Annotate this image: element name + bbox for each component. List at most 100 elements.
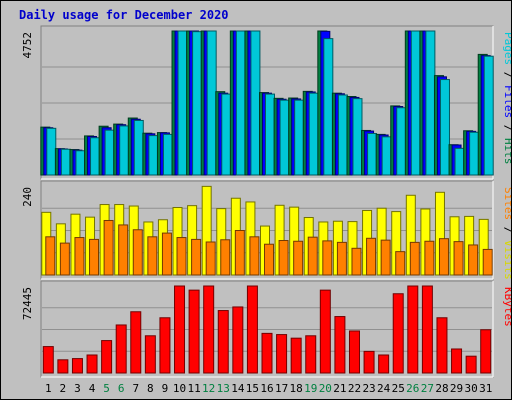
x-tick-label: 13 — [217, 382, 230, 395]
bar-sites-day-29 — [453, 241, 464, 276]
bar-kbytes-day-27 — [421, 285, 433, 374]
bar-sites-day-5 — [103, 219, 114, 276]
bar-sites-day-25 — [395, 251, 406, 276]
x-tick-label: 20 — [319, 382, 332, 395]
bar-kbytes-day-7 — [130, 311, 142, 374]
x-tick-label: 7 — [132, 382, 139, 395]
bar-kbytes-day-16 — [261, 332, 273, 374]
bar-sites-day-18 — [293, 240, 304, 276]
bar-kbytes-day-24 — [378, 354, 390, 374]
bar-pages-day-18 — [294, 99, 305, 176]
bar-kbytes-day-9 — [159, 317, 171, 374]
bar-kbytes-day-14 — [232, 306, 244, 374]
bar-kbytes-day-13 — [217, 310, 229, 374]
bar-sites-day-17 — [278, 240, 289, 276]
panel-kbytes: 72445 KBytes — [21, 280, 512, 378]
bar-kbytes-day-31 — [480, 329, 492, 374]
bar-kbytes-day-21 — [334, 316, 346, 374]
x-tick-label: 19 — [304, 382, 317, 395]
series-label-part: Hits — [502, 138, 511, 165]
x-tick-label: 14 — [231, 382, 245, 395]
x-tick-label: 8 — [147, 382, 154, 395]
bar-sites-day-24 — [380, 239, 391, 276]
bar-pages-day-1 — [46, 127, 57, 176]
bar-kbytes-day-22 — [348, 330, 360, 374]
bar-sites-day-2 — [59, 242, 70, 276]
bar-pages-day-7 — [133, 119, 144, 176]
bar-pages-day-30 — [469, 131, 480, 176]
bar-kbytes-day-26 — [407, 285, 419, 374]
bar-sites-day-11 — [191, 238, 202, 276]
bar-pages-day-26 — [410, 30, 421, 176]
bar-pages-day-12 — [206, 30, 217, 176]
x-tick-label: 5 — [103, 382, 110, 395]
bar-pages-day-24 — [381, 136, 392, 176]
bar-sites-day-10 — [176, 237, 187, 276]
bar-kbytes-day-20 — [319, 289, 331, 374]
bar-kbytes-day-25 — [392, 293, 404, 374]
bar-pages-day-15 — [250, 30, 261, 176]
bar-kbytes-day-12 — [203, 285, 215, 374]
bar-kbytes-day-6 — [115, 324, 127, 374]
bar-sites-day-31 — [482, 248, 493, 276]
bar-pages-day-28 — [439, 79, 450, 176]
bar-sites-day-4 — [89, 238, 100, 276]
series-label: KBytes — [502, 287, 511, 327]
x-tick-label: 1 — [45, 382, 52, 395]
series-label-part: Sites — [502, 187, 511, 220]
bar-pages-day-4 — [90, 137, 101, 176]
bar-kbytes-day-8 — [144, 335, 156, 374]
bar-pages-day-9 — [162, 133, 173, 176]
bar-pages-day-2 — [60, 148, 71, 176]
bar-sites-day-26 — [409, 241, 420, 276]
bar-kbytes-day-17 — [276, 334, 288, 374]
series-label-part: / — [502, 65, 511, 85]
x-tick-label: 17 — [275, 382, 288, 395]
bar-pages-day-16 — [265, 93, 275, 176]
x-tick-label: 11 — [187, 382, 200, 395]
x-tick-label: 4 — [89, 382, 96, 395]
x-tick-label: 6 — [118, 382, 125, 395]
series-label-part: / — [502, 220, 511, 240]
bar-sites-day-6 — [118, 224, 129, 276]
series-label-part: / — [502, 118, 511, 138]
bar-sites-day-27 — [424, 240, 435, 276]
x-tick-label: 2 — [60, 382, 67, 395]
bar-pages-day-14 — [235, 30, 246, 176]
x-tick-label: 23 — [362, 382, 375, 395]
bar-sites-day-12 — [205, 241, 216, 276]
x-tick-label: 27 — [421, 382, 434, 395]
bar-pages-day-8 — [148, 135, 159, 176]
chart-title: Daily usage for December 2020 — [19, 8, 229, 22]
series-label-part: Files — [502, 85, 511, 118]
max-value-label: 240 — [21, 187, 34, 207]
bar-sites-day-1 — [45, 236, 56, 276]
x-tick-label: 22 — [348, 382, 361, 395]
max-value-label: 4752 — [21, 32, 34, 59]
x-tick-label: 9 — [162, 382, 169, 395]
bar-kbytes-day-28 — [436, 317, 448, 374]
bar-pages-day-29 — [454, 147, 465, 176]
bar-sites-day-9 — [161, 232, 172, 276]
series-label-part: Pages — [502, 32, 511, 65]
bar-sites-day-20 — [322, 240, 333, 276]
x-tick-label: 18 — [290, 382, 303, 395]
x-tick-label: 15 — [246, 382, 259, 395]
series-label: Sites / Visits — [502, 187, 511, 280]
bar-sites-day-28 — [438, 238, 449, 276]
bar-pages-day-23 — [367, 132, 378, 176]
bar-kbytes-day-3 — [71, 358, 83, 374]
bar-sites-day-16 — [264, 243, 274, 276]
bar-pages-day-27 — [425, 30, 436, 176]
bar-pages-day-6 — [119, 125, 130, 176]
bar-sites-day-14 — [234, 230, 245, 276]
panel-visits-sites: 240 Sites / Visits — [21, 180, 512, 280]
bar-kbytes-day-15 — [246, 285, 258, 374]
bar-kbytes-day-11 — [188, 289, 200, 374]
bar-sites-day-13 — [220, 239, 231, 276]
bar-pages-day-10 — [177, 30, 188, 176]
bar-pages-day-31 — [483, 55, 494, 176]
max-value-label: 72445 — [21, 287, 34, 320]
